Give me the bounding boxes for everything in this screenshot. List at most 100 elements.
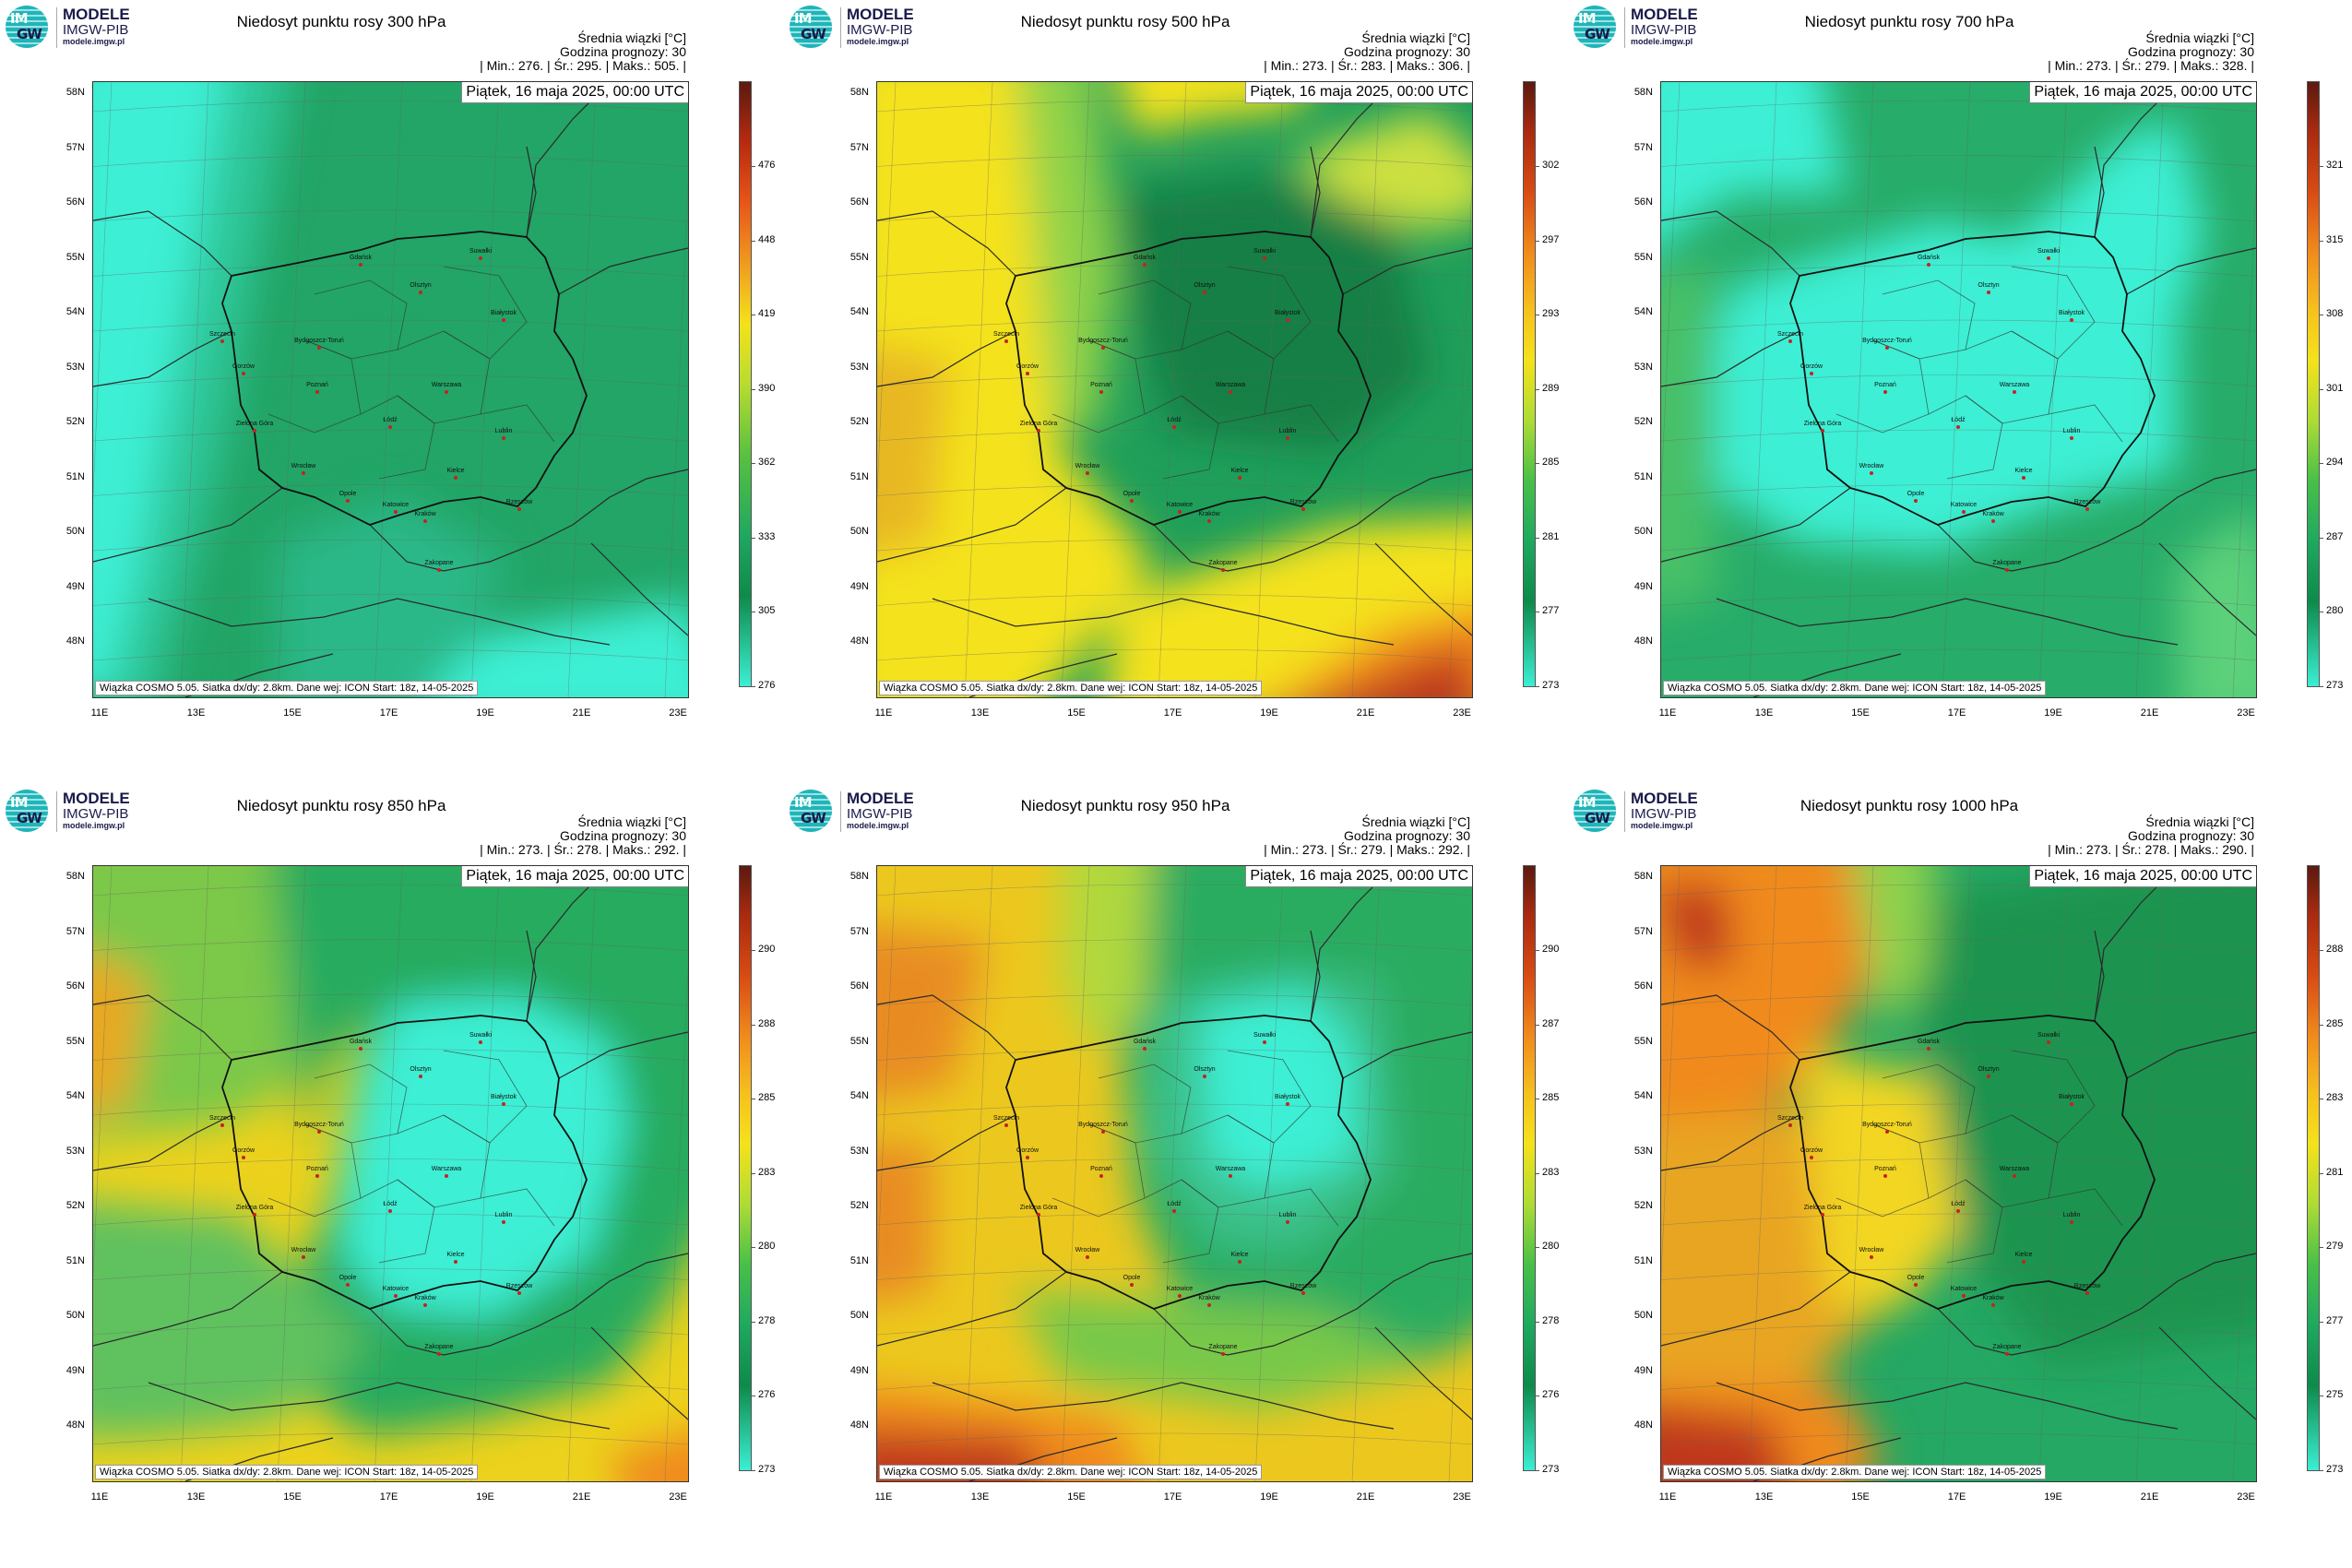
city-marker bbox=[1962, 1294, 1966, 1298]
lat-label: 53N bbox=[65, 361, 85, 373]
lat-label: 53N bbox=[1633, 361, 1653, 373]
colorbar-tick-label: 279 bbox=[2326, 1241, 2344, 1252]
city-label: Kielce bbox=[446, 1252, 464, 1258]
city-marker bbox=[253, 1213, 256, 1217]
legend-title: Średnia wiązki [°C] bbox=[2145, 814, 2254, 829]
colorbar-tick-mark bbox=[2319, 388, 2323, 390]
city-marker bbox=[317, 346, 321, 350]
colorbar bbox=[739, 865, 752, 1471]
legend-title: Średnia wiązki [°C] bbox=[577, 30, 686, 45]
graticule bbox=[877, 82, 1472, 697]
city-label: Gorzów bbox=[1800, 363, 1823, 370]
lat-label: 51N bbox=[1633, 1254, 1653, 1266]
city-label: Warszawa bbox=[2000, 382, 2030, 388]
city-label: Wrocław bbox=[1859, 463, 1885, 469]
city-marker bbox=[1883, 390, 1887, 394]
map-canvas: Gdańsk Olsztyn Suwałki Białystok Szczecin Gor… bbox=[93, 82, 688, 697]
city-label: Rzeszów bbox=[1290, 1283, 1317, 1289]
logo-subtitle: IMGW-PIB bbox=[847, 22, 913, 38]
city-label: Rzeszów bbox=[1290, 499, 1317, 505]
lat-label: 52N bbox=[1633, 416, 1653, 427]
city-label: Białystok bbox=[491, 1094, 517, 1100]
city-label: Bydgoszcz-Toruń bbox=[294, 338, 344, 344]
logo-url: modele.imgw.pl bbox=[847, 821, 909, 830]
colorbar-tick-label: 476 bbox=[758, 160, 776, 171]
colorbar-tick-label: 287 bbox=[1542, 1017, 1560, 1029]
lat-label: 50N bbox=[65, 1310, 85, 1321]
city-label: Zielona Góra bbox=[1020, 1205, 1058, 1211]
city-label: Suwałki bbox=[469, 248, 493, 255]
city-label: Warszawa bbox=[432, 382, 462, 388]
city-marker bbox=[220, 339, 224, 343]
lon-label: 11E bbox=[874, 707, 893, 719]
city-marker bbox=[1987, 1075, 1990, 1078]
city-marker bbox=[2022, 1260, 2025, 1264]
logo-title: MODELE bbox=[1631, 6, 1698, 23]
lat-label: 58N bbox=[849, 87, 869, 98]
city-marker bbox=[1810, 1156, 1813, 1159]
lat-label: 54N bbox=[65, 306, 85, 317]
colorbar-tick-label: 273 bbox=[1542, 1463, 1560, 1475]
city-marker bbox=[1130, 499, 1134, 503]
lon-label: 21E bbox=[572, 1491, 591, 1503]
logo-url: modele.imgw.pl bbox=[1631, 37, 1693, 46]
panel-title: Niedosyt punktu rosy 850 hPa bbox=[236, 797, 446, 814]
poland-outline bbox=[1789, 1015, 2156, 1310]
city-label: Gdańsk bbox=[350, 255, 373, 261]
map-area: Gdańsk Olsztyn Suwałki Białystok Szczecin Gor… bbox=[92, 865, 689, 1482]
city-label: Wrocław bbox=[291, 1247, 317, 1253]
lat-label: 57N bbox=[849, 925, 869, 937]
colorbar-tick-mark bbox=[751, 240, 755, 242]
lon-label: 23E bbox=[2237, 707, 2255, 719]
lat-label: 55N bbox=[1633, 1035, 1653, 1047]
forecast-panel: IM GW MODELE IMGW-PIB modele.imgw.pl Nie… bbox=[784, 0, 1568, 784]
city-marker bbox=[242, 1156, 245, 1159]
city-marker bbox=[445, 390, 448, 394]
lat-label: 57N bbox=[65, 141, 85, 153]
colorbar-tick-label: 276 bbox=[1542, 1389, 1560, 1400]
colorbar bbox=[1523, 81, 1536, 687]
voivodeship-borders bbox=[1835, 1050, 2123, 1264]
lat-label: 56N bbox=[849, 980, 869, 992]
city-marker bbox=[1788, 339, 1792, 343]
voivodeship-borders bbox=[267, 1050, 555, 1264]
lon-label: 13E bbox=[1754, 707, 1774, 719]
city-marker bbox=[1914, 499, 1918, 503]
colorbar-tick-label: 390 bbox=[758, 382, 776, 394]
colorbar-tick-mark bbox=[1535, 685, 1539, 687]
lat-label: 49N bbox=[65, 580, 85, 592]
lon-label: 15E bbox=[1067, 1491, 1086, 1503]
logo-divider bbox=[56, 7, 57, 48]
lat-label: 54N bbox=[849, 1090, 869, 1101]
date-label: Piątek, 16 maja 2025, 00:00 UTC bbox=[2029, 82, 2256, 103]
city-marker bbox=[1229, 1174, 1232, 1178]
city-marker bbox=[1037, 1213, 1040, 1217]
city-label: Zielona Góra bbox=[1020, 421, 1058, 427]
colorbar-tick-label: 280 bbox=[758, 1241, 776, 1252]
colorbar-tick-label: 285 bbox=[2326, 1017, 2344, 1029]
city-marker bbox=[2070, 318, 2073, 322]
lon-label: 13E bbox=[970, 1491, 990, 1503]
city-marker bbox=[394, 510, 398, 514]
city-marker bbox=[2070, 1220, 2073, 1224]
panel-info: Średnia wiązki [°C] Godzina prognozy: 30… bbox=[1264, 815, 1470, 857]
colorbar-tick-mark bbox=[1535, 1469, 1539, 1471]
city-label: Wrocław bbox=[1075, 463, 1101, 469]
colorbar-tick-mark bbox=[1535, 1321, 1539, 1323]
lat-label: 57N bbox=[1633, 925, 1653, 937]
city-marker bbox=[2047, 256, 2050, 260]
city-marker bbox=[437, 568, 441, 572]
city-label: Łódź bbox=[1951, 417, 1966, 423]
voivodeship-borders bbox=[267, 266, 555, 480]
city-label: Warszawa bbox=[1216, 382, 1246, 388]
city-label: Suwałki bbox=[1253, 1032, 1277, 1039]
graticule bbox=[1661, 866, 2256, 1481]
imgw-logo: IM GW MODELE IMGW-PIB modele.imgw.pl bbox=[790, 790, 937, 836]
city-marker bbox=[1301, 1291, 1305, 1295]
lon-label: 11E bbox=[90, 707, 109, 719]
city-marker bbox=[1221, 1352, 1225, 1356]
city-label: Katowice bbox=[1951, 1286, 1978, 1292]
lat-label: 48N bbox=[65, 1420, 85, 1431]
lon-label: 21E bbox=[1356, 1491, 1375, 1503]
lat-label: 57N bbox=[1633, 141, 1653, 153]
